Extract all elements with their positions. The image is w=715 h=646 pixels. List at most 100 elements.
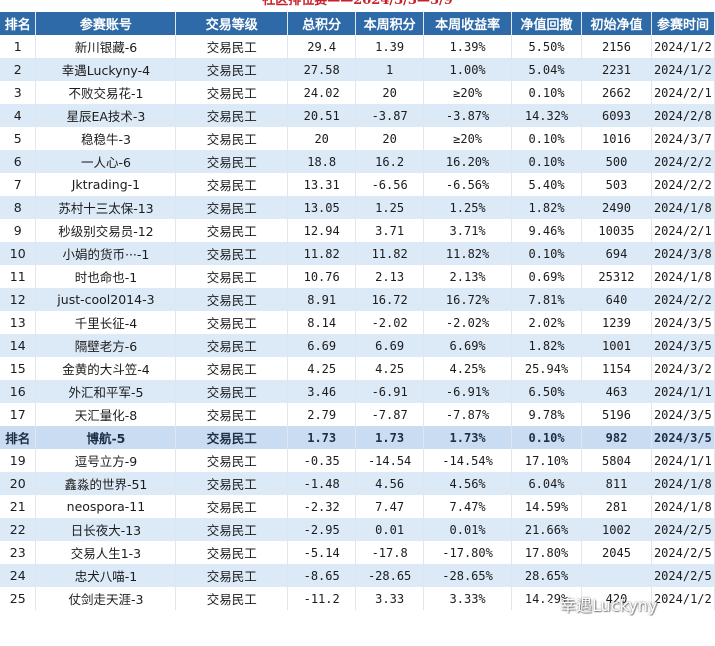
cell-total-score: 13.31 [287, 173, 357, 196]
cell-drawdown: 14.59% [511, 495, 582, 518]
cell-join-date: 2024/1/2 [651, 587, 715, 610]
table-row: 17 天汇量化-8 交易民工 2.79 -7.87 -7.87% 9.78% 5196 2024… [0, 403, 715, 426]
cell-total-score: 12.94 [287, 219, 357, 242]
cell-initial-nav: 2045 [581, 541, 652, 564]
cell-level: 交易民工 [175, 541, 289, 564]
cell-total-score: -2.95 [287, 518, 357, 541]
cell-rank: 7 [0, 173, 37, 196]
table-row: 23 交易人生1-3 交易民工 -5.14 -17.8 -17.80% 17.80% 2045… [0, 541, 715, 564]
cell-rank: 2 [0, 58, 37, 81]
cell-join-date: 2024/2/5 [651, 541, 715, 564]
cell-join-date: 2024/2/5 [651, 564, 715, 587]
cell-join-date: 2024/1/8 [651, 495, 715, 518]
cell-week-return: 1.73% [423, 426, 513, 449]
table-header-row: 排名 参赛账号 交易等级 总积分 本周积分 本周收益率 净值回撤 初始净值 参赛… [0, 12, 715, 35]
cell-account: 日长夜大-13 [35, 518, 177, 541]
cell-drawdown: 0.10% [511, 81, 582, 104]
cell-week-return: 16.72% [423, 288, 513, 311]
watermark: 幸遇Luckyny [540, 592, 657, 616]
cell-account: 幸遇Luckyny-4 [35, 58, 177, 81]
cell-week-score: -28.65 [355, 564, 425, 587]
cell-week-score: 6.69 [355, 334, 425, 357]
column-header-week-return: 本周收益率 [423, 12, 513, 35]
cell-rank: 17 [0, 403, 37, 426]
cell-total-score: 8.14 [287, 311, 357, 334]
cell-account: just-cool2014-3 [35, 288, 177, 311]
cell-drawdown: 6.50% [511, 380, 582, 403]
cell-rank: 13 [0, 311, 37, 334]
cell-drawdown: 0.10% [511, 150, 582, 173]
cell-account: 仗剑走天涯-3 [35, 587, 177, 610]
cell-week-score: 20 [355, 81, 425, 104]
cell-total-score: -1.48 [287, 472, 357, 495]
cell-week-return: 6.69% [423, 334, 513, 357]
table-row: 21 neospora-11 交易民工 -2.32 7.47 7.47% 14.59% 281… [0, 495, 715, 518]
cell-join-date: 2024/2/1 [651, 219, 715, 242]
cell-account: 苏村十三太保-13 [35, 196, 177, 219]
cell-initial-nav: 694 [581, 242, 652, 265]
cell-total-score: -8.65 [287, 564, 357, 587]
cell-total-score: 2.79 [287, 403, 357, 426]
cell-rank: 11 [0, 265, 37, 288]
cell-level: 交易民工 [175, 357, 289, 380]
cell-rank: 3 [0, 81, 37, 104]
cell-rank: 9 [0, 219, 37, 242]
cell-drawdown: 0.10% [511, 426, 582, 449]
cell-join-date: 2024/1/2 [651, 58, 715, 81]
table-row: 13 千里长征-4 交易民工 8.14 -2.02 -2.02% 2.02% 1239 2024… [0, 311, 715, 334]
cell-total-score: 10.76 [287, 265, 357, 288]
cell-level: 交易民工 [175, 127, 289, 150]
cell-join-date: 2024/3/5 [651, 334, 715, 357]
cell-account: 忠犬八喵-1 [35, 564, 177, 587]
cell-level: 交易民工 [175, 380, 289, 403]
table-row: 10 小娟的货币···-1 交易民工 11.82 11.82 11.82% 0.10% 694… [0, 242, 715, 265]
cell-rank: 4 [0, 104, 37, 127]
cell-join-date: 2024/1/1 [651, 449, 715, 472]
table-row: 12 just-cool2014-3 交易民工 8.91 16.72 16.72% 7.81… [0, 288, 715, 311]
cell-total-score: -5.14 [287, 541, 357, 564]
cell-drawdown: 1.82% [511, 196, 582, 219]
cell-account: 鑫淼的世界-51 [35, 472, 177, 495]
cell-drawdown: 6.04% [511, 472, 582, 495]
cell-initial-nav: 6093 [581, 104, 652, 127]
cell-account: 稳稳牛-3 [35, 127, 177, 150]
cell-week-return: -28.65% [423, 564, 513, 587]
column-header-account: 参赛账号 [35, 12, 177, 35]
cell-drawdown: 5.04% [511, 58, 582, 81]
cell-total-score: 27.58 [287, 58, 357, 81]
cell-rank: 15 [0, 357, 37, 380]
table-row: 排名 博航-5 交易民工 1.73 1.73 1.73% 0.10% 982 2024/3/5 [0, 426, 715, 449]
cell-level: 交易民工 [175, 196, 289, 219]
cell-rank: 23 [0, 541, 37, 564]
cell-level: 交易民工 [175, 449, 289, 472]
cell-account: 逗号立方-9 [35, 449, 177, 472]
table-row: 9 秒级别交易员-12 交易民工 12.94 3.71 3.71% 9.46% 10035 20… [0, 219, 715, 242]
cell-level: 交易民工 [175, 426, 289, 449]
column-header-join-date: 参赛时间 [651, 12, 715, 35]
cell-level: 交易民工 [175, 334, 289, 357]
cell-level: 交易民工 [175, 58, 289, 81]
cell-week-return: -17.80% [423, 541, 513, 564]
cell-initial-nav: 463 [581, 380, 652, 403]
cell-account: Jktrading-1 [35, 173, 177, 196]
cell-week-score: 4.56 [355, 472, 425, 495]
cell-week-return: 1.25% [423, 196, 513, 219]
cell-drawdown: 21.66% [511, 518, 582, 541]
cell-join-date: 2024/3/8 [651, 242, 715, 265]
table-row: 1 新川银藏-6 交易民工 29.4 1.39 1.39% 5.50% 2156 2024/1/… [0, 35, 715, 58]
cell-week-return: -6.56% [423, 173, 513, 196]
cell-rank: 排名 [0, 426, 37, 449]
cell-initial-nav: 1154 [581, 357, 652, 380]
column-header-initial-nav: 初始净值 [581, 12, 652, 35]
cell-initial-nav: 1002 [581, 518, 652, 541]
ranking-table: 排名 参赛账号 交易等级 总积分 本周积分 本周收益率 净值回撤 初始净值 参赛… [0, 12, 715, 610]
cell-drawdown: 0.69% [511, 265, 582, 288]
cell-level: 交易民工 [175, 265, 289, 288]
table-row: 5 稳稳牛-3 交易民工 20 20 ≥20% 0.10% 1016 2024/3/7 [0, 127, 715, 150]
cell-join-date: 2024/2/2 [651, 173, 715, 196]
cell-level: 交易民工 [175, 81, 289, 104]
table-row: 19 逗号立方-9 交易民工 -0.35 -14.54 -14.54% 17.10% 5804… [0, 449, 715, 472]
table-row: 20 鑫淼的世界-51 交易民工 -1.48 4.56 4.56% 6.04% 811 2024… [0, 472, 715, 495]
cell-rank: 6 [0, 150, 37, 173]
cell-account: neospora-11 [35, 495, 177, 518]
